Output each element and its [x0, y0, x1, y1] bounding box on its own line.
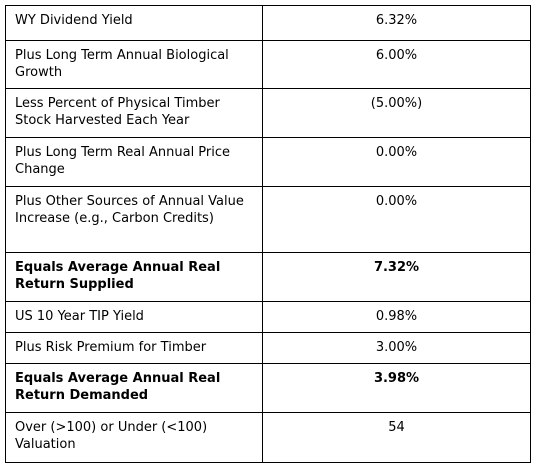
row-label: Less Percent of Physical Timber Stock Ha… [5, 88, 263, 138]
row-label: US 10 Year TIP Yield [5, 301, 263, 333]
table-row: Less Percent of Physical Timber Stock Ha… [5, 88, 531, 138]
table-row: Plus Long Term Real Annual Price Change 0… [5, 137, 531, 187]
table-container: WY Dividend Yield 6.32% Plus Long Term Ann… [5, 5, 531, 463]
row-value: 54 [262, 412, 531, 463]
row-value: 6.32% [262, 5, 531, 41]
row-value: 0.00% [262, 186, 531, 253]
row-label: Plus Long Term Real Annual Price Change [5, 137, 263, 187]
valuation-table: WY Dividend Yield 6.32% Plus Long Term Ann… [5, 5, 531, 463]
table-row: Equals Average Annual Real Return Demand… [5, 363, 531, 413]
row-value: 0.98% [262, 301, 531, 333]
row-label: Plus Risk Premium for Timber [5, 332, 263, 364]
row-value: 0.00% [262, 137, 531, 187]
row-value: 3.98% [262, 363, 531, 413]
row-label: Equals Average Annual Real Return Suppli… [5, 252, 263, 302]
table-row: Over (>100) or Under (<100) Valuation 54 [5, 412, 531, 463]
row-label: WY Dividend Yield [5, 5, 263, 41]
row-label: Equals Average Annual Real Return Demand… [5, 363, 263, 413]
table-row: Plus Risk Premium for Timber 3.00% [5, 332, 531, 364]
row-value: 7.32% [262, 252, 531, 302]
row-label: Over (>100) or Under (<100) Valuation [5, 412, 263, 463]
row-label: Plus Other Sources of Annual Value Incre… [5, 186, 263, 253]
table-row: US 10 Year TIP Yield 0.98% [5, 301, 531, 333]
row-value: 3.00% [262, 332, 531, 364]
table-row: Plus Other Sources of Annual Value Incre… [5, 186, 531, 253]
row-value: (5.00%) [262, 88, 531, 138]
row-label: Plus Long Term Annual Biological Growth [5, 40, 263, 89]
table-row: Equals Average Annual Real Return Suppli… [5, 252, 531, 302]
table-row: Plus Long Term Annual Biological Growth 6… [5, 40, 531, 89]
row-value: 6.00% [262, 40, 531, 89]
table-row: WY Dividend Yield 6.32% [5, 5, 531, 41]
